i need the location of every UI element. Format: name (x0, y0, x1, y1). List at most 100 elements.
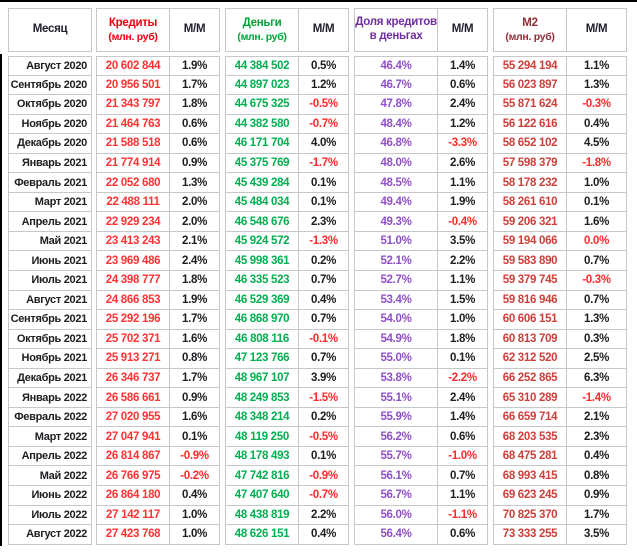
share-value-cell: 52.1% (354, 251, 438, 272)
table-row: Июнь 2022 26 864 180 0.4% 47 407 640 -0.… (8, 486, 627, 506)
money-value-cell: 48 119 250 (225, 427, 299, 447)
m2-value-cell: 58 652 102 (493, 134, 567, 154)
credits-mm-cell: 2.0% (170, 212, 220, 232)
month-cell: Сентябрь 2021 (8, 310, 92, 330)
m2-mm-cell: 0.9% (567, 486, 627, 506)
share-mm-cell: 0.7% (438, 466, 488, 487)
credits-mm-cell: 1.6% (170, 407, 220, 428)
header-credits-title: Кредиты (108, 16, 158, 29)
month-cell: Октябрь 2020 (8, 95, 92, 115)
money-mm-cell: -0.9% (299, 466, 349, 487)
header-month: Месяц (8, 8, 92, 52)
month-cell: Май 2022 (8, 466, 92, 487)
m2-value-cell: 55 871 624 (493, 95, 567, 115)
credits-value-cell: 22 488 111 (96, 192, 170, 213)
credits-mm-cell: 2.1% (170, 231, 220, 252)
share-mm-cell: 1.0% (438, 310, 488, 330)
money-mm-cell: 0.2% (299, 407, 349, 428)
share-value-cell: 49.3% (354, 212, 438, 232)
m2-mm-cell: 0.1% (567, 192, 627, 213)
m2-mm-cell: 1.3% (567, 75, 627, 96)
m2-value-cell: 56 122 616 (493, 114, 567, 135)
header-money: Деньги (млн. руб) (225, 8, 299, 52)
share-value-cell: 46.8% (354, 134, 438, 154)
share-mm-cell: 1.4% (438, 407, 488, 428)
credits-mm-cell: -0.9% (170, 446, 220, 467)
money-mm-cell: 3.9% (299, 368, 349, 389)
m2-value-cell: 70 825 370 (493, 505, 567, 526)
money-mm-cell: 0.7% (299, 271, 349, 291)
m2-value-cell: 68 993 415 (493, 466, 567, 487)
table-row: Март 2021 22 488 111 2.0% 45 484 034 0.1… (8, 192, 627, 213)
m2-value-cell: 58 178 232 (493, 173, 567, 193)
m2-mm-cell: 2.5% (567, 349, 627, 369)
m2-mm-cell: 1.6% (567, 212, 627, 232)
header-share-mm: М/М (438, 8, 488, 52)
month-cell: Апрель 2022 (8, 446, 92, 467)
m2-value-cell: 58 261 610 (493, 192, 567, 213)
share-value-cell: 48.0% (354, 153, 438, 174)
money-value-cell: 46 808 116 (225, 329, 299, 350)
month-cell: Январь 2022 (8, 388, 92, 408)
table-row: Август 2021 24 866 853 1.9% 46 529 369 0… (8, 290, 627, 311)
money-value-cell: 46 171 704 (225, 134, 299, 154)
share-value-cell: 53.4% (354, 290, 438, 311)
money-value-cell: 45 998 361 (225, 251, 299, 272)
share-value-cell: 52.7% (354, 271, 438, 291)
share-value-cell: 56.0% (354, 505, 438, 526)
m2-mm-cell: 0.0% (567, 231, 627, 252)
money-mm-cell: -0.5% (299, 95, 349, 115)
credits-mm-cell: 1.7% (170, 310, 220, 330)
credits-mm-cell: -0.2% (170, 466, 220, 487)
credits-value-cell: 26 586 661 (96, 388, 170, 408)
share-mm-cell: 1.1% (438, 173, 488, 193)
credits-value-cell: 25 913 271 (96, 349, 170, 369)
m2-value-cell: 55 294 194 (493, 56, 567, 76)
month-cell: Октябрь 2021 (8, 329, 92, 350)
share-mm-cell: 1.9% (438, 192, 488, 213)
header-share: Доля кредитов в деньгах (354, 8, 438, 52)
money-mm-cell: 2.3% (299, 212, 349, 232)
header-m2-mm: М/М (567, 8, 627, 52)
month-cell: Декабрь 2020 (8, 134, 92, 154)
share-mm-cell: 1.2% (438, 114, 488, 135)
credits-value-cell: 21 774 914 (96, 153, 170, 174)
table-body: Август 2020 20 602 844 1.9% 44 384 502 0… (8, 56, 627, 545)
m2-value-cell: 73 333 255 (493, 525, 567, 545)
money-value-cell: 46 335 523 (225, 271, 299, 291)
money-mm-cell: 0.7% (299, 349, 349, 369)
money-mm-cell: 0.5% (299, 56, 349, 76)
share-value-cell: 56.4% (354, 525, 438, 545)
money-value-cell: 44 382 580 (225, 114, 299, 135)
month-cell: Ноябрь 2020 (8, 114, 92, 135)
share-mm-cell: 1.4% (438, 56, 488, 76)
table-row: Июнь 2021 23 969 486 2.4% 45 998 361 0.2… (8, 251, 627, 272)
money-value-cell: 48 626 151 (225, 525, 299, 545)
credits-value-cell: 23 413 243 (96, 231, 170, 252)
money-mm-cell: 4.0% (299, 134, 349, 154)
credits-mm-cell: 1.6% (170, 329, 220, 350)
header-credits-mm: М/М (170, 8, 220, 52)
credits-mm-cell: 2.0% (170, 192, 220, 213)
m2-value-cell: 62 312 520 (493, 349, 567, 369)
share-value-cell: 46.4% (354, 56, 438, 76)
header-m2: М2 (млн. руб) (493, 8, 567, 52)
header-m2-title: М2 (522, 16, 538, 29)
credits-mm-cell: 0.8% (170, 349, 220, 369)
credits-value-cell: 20 956 501 (96, 75, 170, 96)
money-value-cell: 46 548 676 (225, 212, 299, 232)
money-mm-cell: 0.2% (299, 251, 349, 272)
money-mm-cell: -1.3% (299, 231, 349, 252)
credits-mm-cell: 0.1% (170, 427, 220, 447)
table-row: Апрель 2022 26 814 867 -0.9% 48 178 493 … (8, 446, 627, 467)
credits-value-cell: 26 766 975 (96, 466, 170, 487)
money-mm-cell: -0.7% (299, 486, 349, 506)
money-value-cell: 44 897 023 (225, 75, 299, 96)
share-value-cell: 55.0% (354, 349, 438, 369)
money-mm-cell: 0.1% (299, 446, 349, 467)
m2-mm-cell: -1.8% (567, 153, 627, 174)
credits-value-cell: 25 702 371 (96, 329, 170, 350)
credits-mm-cell: 1.8% (170, 271, 220, 291)
table-row: Февраль 2022 27 020 955 1.6% 48 348 214 … (8, 407, 627, 428)
share-mm-cell: 1.5% (438, 290, 488, 311)
